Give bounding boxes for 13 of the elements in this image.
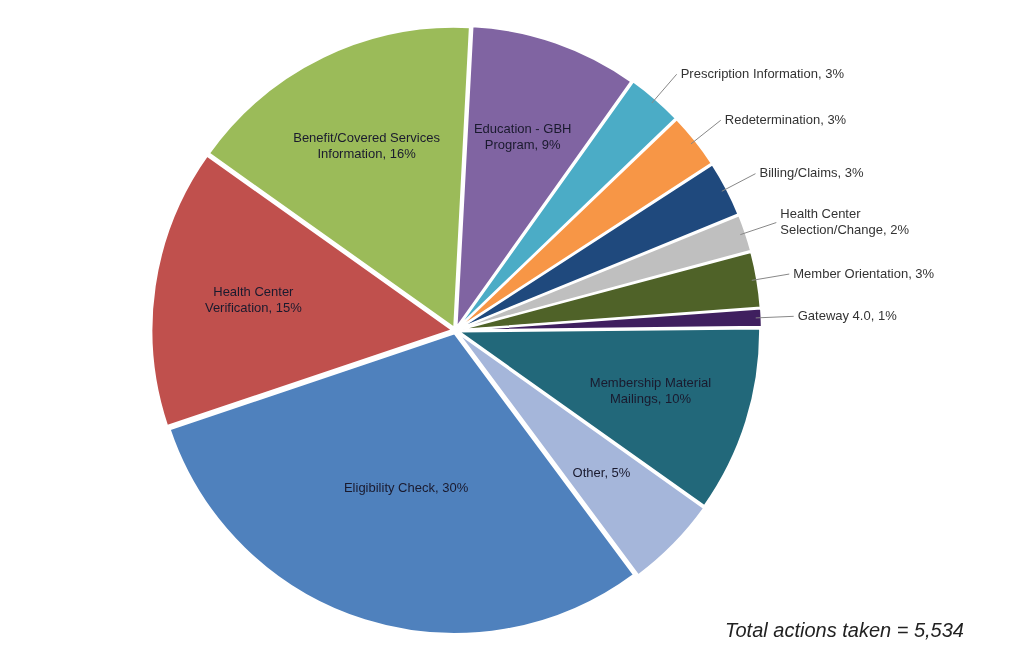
slice-label: Gateway 4.0, 1% [797,307,898,323]
slice-label: Eligibility Check, 30% [343,479,469,495]
slice-label: Billing/Claims, 3% [759,165,864,181]
slice-label: Prescription Information, 3% [680,65,845,81]
slice-label: Redetermination, 3% [724,111,847,127]
slice-label: Other, 5% [572,465,631,481]
slice-label: Health Center Selection/Change, 2% [780,206,910,238]
slice-label: Benefit/Covered Services Information, 16% [293,130,441,162]
slice-label: Member Orientation, 3% [793,265,935,281]
slice-label: Health Center Verification, 15% [204,284,303,316]
slice-label: Membership Material Mailings, 10% [589,375,712,407]
slice-label: Education - GBH Program, 9% [473,121,572,153]
text: Total actions taken = 5,534 [725,618,964,641]
